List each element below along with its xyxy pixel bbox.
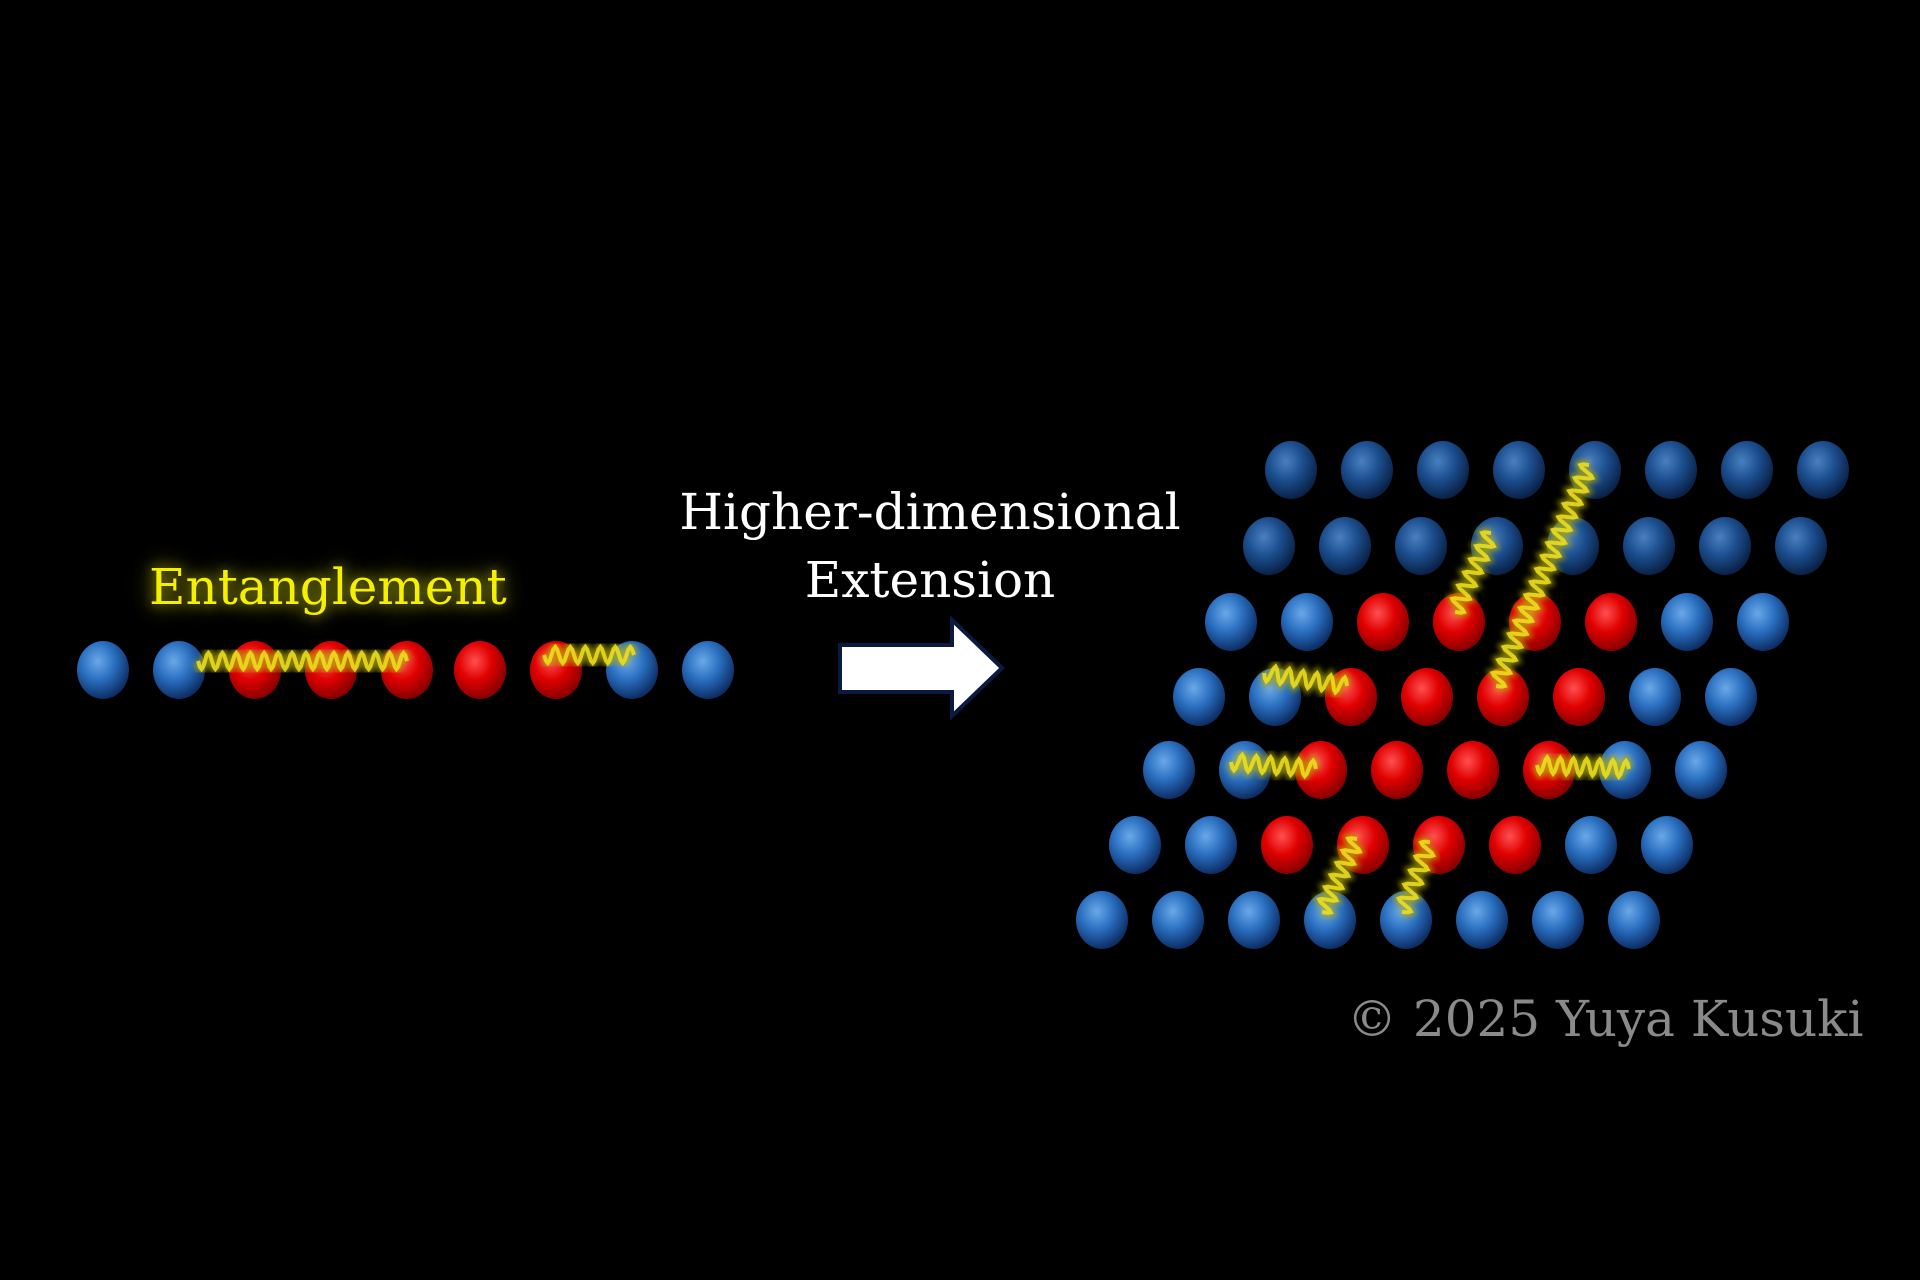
blue-particle — [1721, 441, 1773, 499]
blue-particle — [1775, 517, 1827, 575]
blue-particle — [1109, 816, 1161, 874]
entanglement-label: Entanglement — [149, 558, 507, 616]
blue-particle — [1143, 741, 1195, 799]
blue-particle — [1661, 593, 1713, 651]
blue-particle — [1532, 891, 1584, 949]
red-particle — [1401, 668, 1453, 726]
blue-particle — [1623, 517, 1675, 575]
blue-particle — [1341, 441, 1393, 499]
blue-particle — [1705, 668, 1757, 726]
blue-particle — [1565, 816, 1617, 874]
red-particle — [1433, 593, 1485, 651]
red-particle — [1261, 816, 1313, 874]
blue-particle — [1152, 891, 1204, 949]
blue-particle — [1228, 891, 1280, 949]
red-particle — [1447, 741, 1499, 799]
red-particle — [1553, 668, 1605, 726]
entanglement-wave — [1259, 659, 1352, 700]
blue-particle — [1265, 441, 1317, 499]
blue-particle — [1629, 668, 1681, 726]
entanglement-wave — [193, 645, 412, 677]
blue-particle — [1185, 816, 1237, 874]
blue-particle — [1493, 441, 1545, 499]
red-particle — [454, 641, 506, 699]
red-particle — [1585, 593, 1637, 651]
blue-particle — [1076, 891, 1128, 949]
entanglement-wave — [1312, 833, 1367, 918]
entanglement-wave — [1532, 749, 1634, 785]
copyright-notice: © 2025 Yuya Kusuki — [1347, 990, 1864, 1048]
blue-particle — [1380, 891, 1432, 949]
blue-particle — [77, 641, 129, 699]
blue-particle — [1675, 741, 1727, 799]
red-particle — [1357, 593, 1409, 651]
entanglement-wave — [1445, 527, 1501, 618]
title-line-2: Extension — [804, 551, 1056, 609]
blue-particle — [1281, 593, 1333, 651]
diagram-title: Higher-dimensional Extension — [679, 478, 1180, 614]
entanglement-wave — [1392, 837, 1440, 917]
title-line-1: Higher-dimensional — [679, 483, 1181, 541]
blue-particle — [1417, 441, 1469, 499]
blue-particle — [1319, 517, 1371, 575]
blue-particle — [1243, 517, 1295, 575]
blue-particle — [1456, 891, 1508, 949]
blue-particle — [1699, 517, 1751, 575]
entanglement-wave — [539, 639, 639, 671]
blue-particle — [682, 641, 734, 699]
blue-particle — [1395, 517, 1447, 575]
red-particle — [1371, 741, 1423, 799]
blue-particle — [1205, 593, 1257, 651]
entanglement-wave — [1485, 459, 1600, 692]
blue-particle — [1641, 816, 1693, 874]
blue-particle — [153, 641, 205, 699]
blue-particle — [1304, 891, 1356, 949]
entanglement-wave — [1226, 747, 1321, 784]
right-arrow-icon — [838, 615, 1005, 721]
red-particle — [1477, 668, 1529, 726]
blue-particle — [1645, 441, 1697, 499]
blue-particle — [1797, 441, 1849, 499]
blue-particle — [1608, 891, 1660, 949]
red-particle — [1295, 741, 1347, 799]
blue-particle — [1737, 593, 1789, 651]
blue-particle — [1173, 668, 1225, 726]
red-particle — [1489, 816, 1541, 874]
